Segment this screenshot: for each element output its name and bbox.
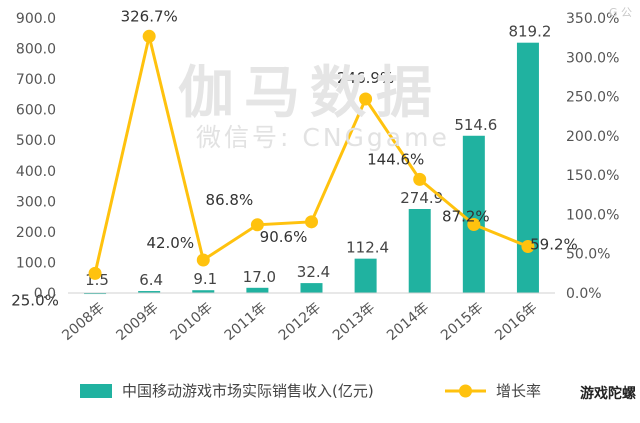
growth-rate-point xyxy=(305,215,318,229)
growth-rate-point xyxy=(88,266,102,280)
revenue-bar xyxy=(246,287,269,293)
revenue-bar xyxy=(192,290,215,293)
revenue-bar xyxy=(354,258,377,293)
x-axis-tick-label: 2012年 xyxy=(276,300,324,344)
right-axis-tick-label: 300.0% xyxy=(566,50,619,66)
right-axis-tick-label: 100.0% xyxy=(566,207,619,223)
right-axis-tick-label: 350.0% xyxy=(566,11,619,27)
right-axis-tick-label: 0.0% xyxy=(566,286,602,302)
legend-line-label: 增长率 xyxy=(496,382,541,400)
legend-line-marker xyxy=(459,384,472,398)
x-axis-tick-label: 2013年 xyxy=(330,300,378,344)
brand-mark: 游戏陀螺 xyxy=(580,386,636,402)
x-axis-tick-label: 2008年 xyxy=(59,300,107,344)
growth-rate-label: 326.7% xyxy=(121,7,178,25)
growth-rate-point xyxy=(250,218,264,232)
revenue-value-label: 32.4 xyxy=(297,263,330,281)
revenue-bar xyxy=(462,135,485,293)
revenue-value-label: 274.9 xyxy=(400,189,443,207)
growth-rate-label: 90.6% xyxy=(260,228,308,246)
x-axis-tick-label: 2016年 xyxy=(492,300,540,344)
growth-rate-label: 59.2% xyxy=(530,235,578,253)
x-axis-tick-label: 2015年 xyxy=(438,300,486,344)
left-axis-tick-label: 0.0 xyxy=(34,286,56,302)
left-axis-tick-label: 400.0 xyxy=(16,164,56,180)
revenue-value-label: 17.0 xyxy=(243,268,276,286)
revenue-value-label: 819.2 xyxy=(508,23,551,41)
growth-rate-point xyxy=(142,29,156,43)
left-axis-tick-label: 900.0 xyxy=(16,11,56,27)
left-axis-tick-label: 200.0 xyxy=(16,225,56,241)
left-axis-tick-label: 800.0 xyxy=(16,42,56,58)
left-axis-tick-label: 500.0 xyxy=(16,133,56,149)
right-axis-tick-label: 150.0% xyxy=(566,168,619,184)
growth-rate-point xyxy=(359,92,373,106)
right-axis-tick-label: 200.0% xyxy=(566,129,619,145)
growth-rate-label: 86.8% xyxy=(206,191,254,209)
revenue-value-label: 514.6 xyxy=(454,116,497,134)
x-axis-tick-label: 2014年 xyxy=(384,300,432,344)
left-axis-tick-label: 600.0 xyxy=(16,103,56,119)
left-axis-tick-label: 100.0 xyxy=(16,255,56,271)
revenue-value-label: 6.4 xyxy=(139,271,163,289)
revenue-value-label: 9.1 xyxy=(193,270,217,288)
corner-mark: G 公 xyxy=(608,6,632,19)
left-axis-tick-label: 300.0 xyxy=(16,194,56,210)
revenue-bar xyxy=(516,42,539,293)
growth-rate-point xyxy=(467,217,481,231)
growth-rate-point xyxy=(413,172,427,186)
x-axis-tick-label: 2010年 xyxy=(168,300,216,344)
x-axis-tick-label: 2011年 xyxy=(222,300,270,344)
x-axis-tick-label: 2009年 xyxy=(113,300,161,344)
revenue-bar xyxy=(300,283,323,293)
revenue-value-label: 112.4 xyxy=(346,239,389,257)
growth-rate-point xyxy=(196,253,210,267)
legend-bar-label: 中国移动游戏市场实际销售收入(亿元) xyxy=(122,382,374,400)
growth-rate-label: 25.0% xyxy=(11,291,59,309)
growth-rate-point xyxy=(521,239,535,253)
left-axis-tick-label: 700.0 xyxy=(16,72,56,88)
growth-rate-label: 144.6% xyxy=(367,150,424,168)
growth-rate-label: 87.2% xyxy=(442,207,490,225)
revenue-bar xyxy=(138,291,161,293)
right-axis-tick-label: 50.0% xyxy=(566,247,610,263)
legend-bar-swatch xyxy=(80,384,112,398)
growth-rate-label: 246.9% xyxy=(337,69,394,87)
revenue-bar xyxy=(408,209,431,293)
growth-rate-label: 42.0% xyxy=(146,234,194,252)
right-axis-tick-label: 250.0% xyxy=(566,90,619,106)
